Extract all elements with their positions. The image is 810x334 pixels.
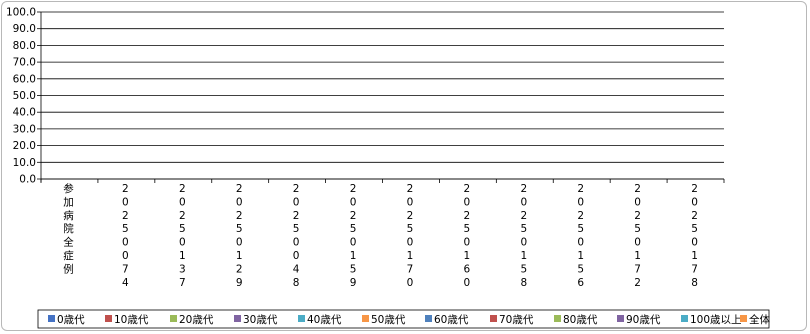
legend-swatch bbox=[298, 315, 305, 322]
legend-label: 0歳代 bbox=[57, 314, 85, 326]
grid-layer bbox=[37, 12, 724, 179]
legend-swatch bbox=[48, 315, 55, 322]
legend-swatch bbox=[554, 315, 561, 322]
axis-layer bbox=[41, 12, 724, 183]
y-tick-label: 60.0 bbox=[13, 73, 36, 85]
legend-label: 90歳代 bbox=[626, 314, 661, 326]
y-tick-label: 20.0 bbox=[13, 140, 36, 152]
legend-swatch bbox=[234, 315, 241, 322]
legend: 0歳代 10歳代 20歳代 30歳代 40歳代 50歳代 60歳代 70歳代 80歳代 90歳代 1… bbox=[38, 310, 770, 328]
legend-label: 全体 bbox=[749, 313, 770, 326]
y-tick-label: 0.0 bbox=[19, 174, 36, 186]
legend-label: 10歳代 bbox=[114, 314, 149, 326]
legend-swatch bbox=[617, 315, 624, 322]
y-tick-label: 100.0 bbox=[6, 7, 36, 19]
y-axis-ticks: 0.0 10.0 20.0 30.0 40.0 50.0 60.0 70.0 80.0 90.0 1… bbox=[6, 7, 36, 186]
legend-label: 60歳代 bbox=[434, 314, 469, 326]
legend-label: 50歳代 bbox=[371, 314, 406, 326]
legend-swatch bbox=[490, 315, 497, 322]
legend-label: 80歳代 bbox=[563, 314, 598, 326]
x-axis-categories: 参加病院全症例 2 0 2 5 0 0 7 4 2 0 2 5 0 1 3 7 2 0 2 5 0 1 2 9 2 0 2 5 0 0 4 8 2… bbox=[63, 182, 698, 289]
legend-swatch bbox=[740, 315, 747, 322]
legend-swatch bbox=[425, 315, 432, 322]
y-tick-label: 10.0 bbox=[13, 157, 36, 169]
y-tick-label: 70.0 bbox=[13, 57, 36, 69]
legend-swatch bbox=[105, 315, 112, 322]
y-tick-label: 40.0 bbox=[13, 107, 36, 119]
legend-label: 70歳代 bbox=[499, 314, 534, 326]
legend-swatch bbox=[681, 315, 688, 322]
legend-label: 40歳代 bbox=[307, 314, 342, 326]
y-tick-label: 80.0 bbox=[13, 40, 36, 52]
legend-swatch bbox=[362, 315, 369, 322]
legend-label: 100歳以上 bbox=[690, 314, 742, 326]
y-tick-label: 50.0 bbox=[13, 90, 36, 102]
legend-label: 30歳代 bbox=[243, 314, 278, 326]
y-tick-label: 30.0 bbox=[13, 123, 36, 135]
legend-swatch bbox=[170, 315, 177, 322]
x-category-label: 参加病院全症例 bbox=[63, 182, 74, 275]
y-tick-label: 90.0 bbox=[13, 23, 36, 35]
legend-label: 20歳代 bbox=[179, 314, 214, 326]
